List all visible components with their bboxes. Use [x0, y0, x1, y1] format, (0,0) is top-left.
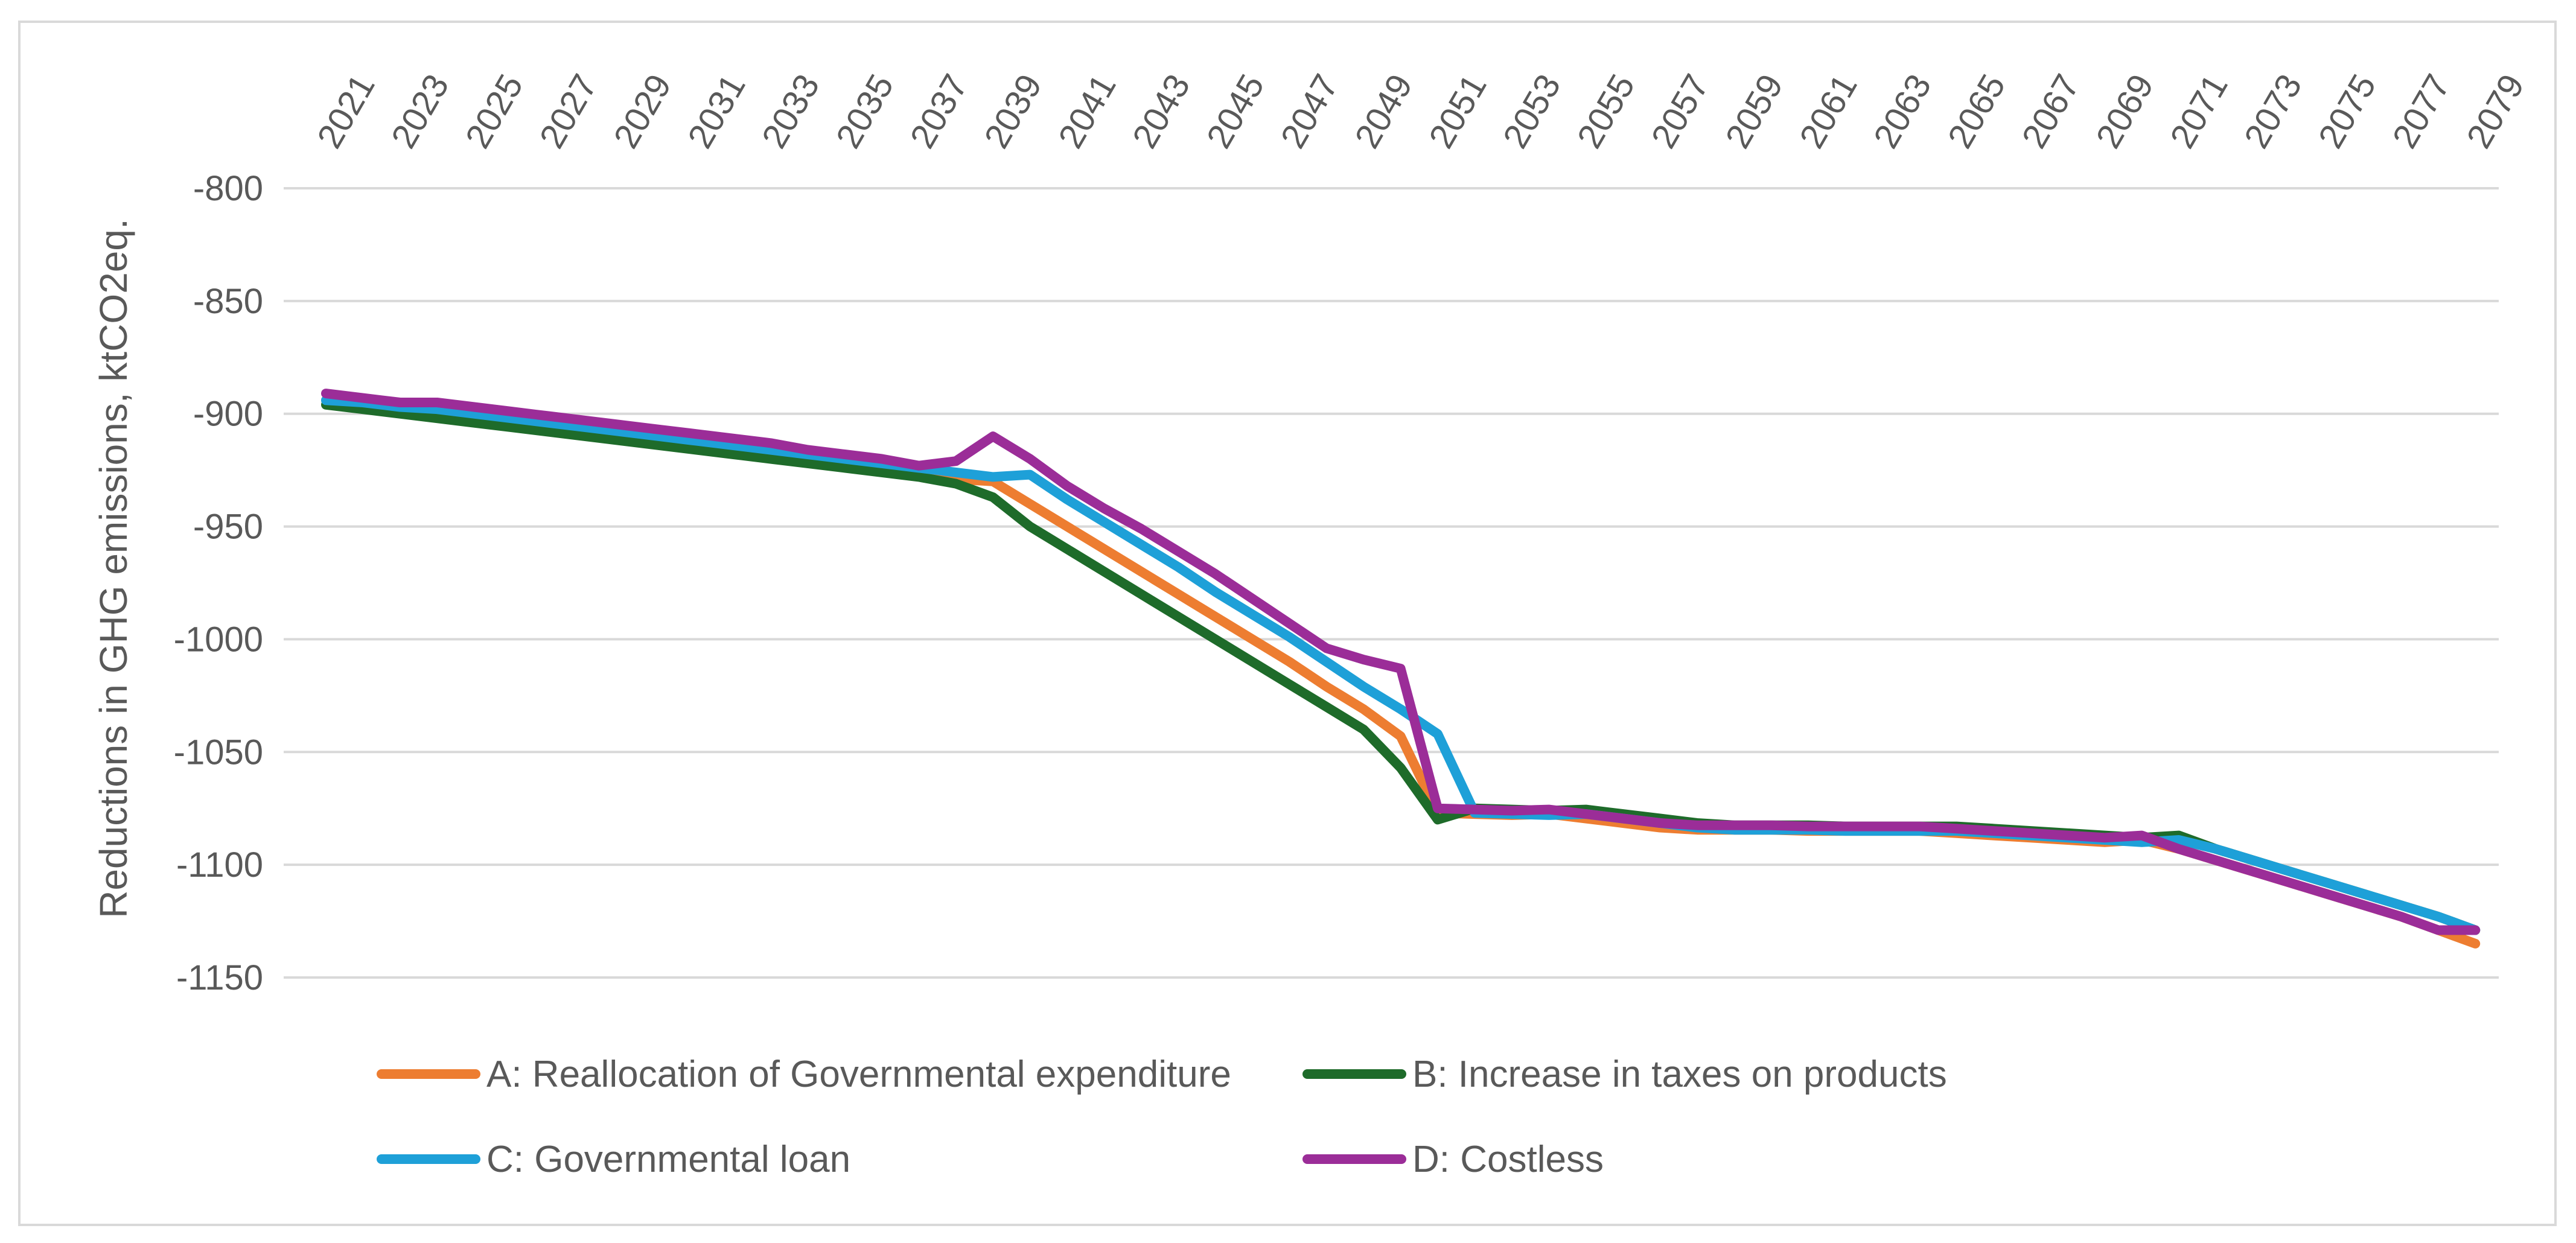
x-tick-label: 2051 [1421, 68, 1494, 154]
y-tick-label: -1150 [176, 958, 263, 997]
x-tick-label: 2053 [1496, 68, 1569, 154]
y-tick-label: -850 [193, 282, 263, 321]
x-tick-label: 2047 [1273, 68, 1346, 154]
x-tick-label: 2027 [532, 68, 605, 154]
legend-label-c: C: Governmental loan [486, 1139, 850, 1180]
legend-label-a: A: Reallocation of Governmental expendit… [486, 1054, 1231, 1095]
x-tick-label: 2029 [606, 68, 679, 154]
x-tick-label: 2059 [1718, 68, 1791, 154]
x-tick-label: 2063 [1866, 68, 1939, 154]
x-tick-label: 2035 [829, 68, 902, 154]
x-tick-label: 2021 [310, 68, 383, 154]
x-tick-label: 2049 [1347, 68, 1420, 154]
x-tick-label: 2071 [2163, 68, 2236, 154]
legend-label-d: D: Costless [1412, 1139, 1604, 1180]
series-line [321, 389, 2481, 935]
x-tick-label: 2069 [2088, 68, 2161, 154]
x-tick-label: 2043 [1125, 68, 1198, 154]
y-tick-label: -1100 [176, 845, 263, 885]
x-tick-label: 2045 [1199, 68, 1272, 154]
legend: A: Reallocation of Governmental expendit… [377, 1054, 1947, 1180]
y-tick-label: -900 [193, 395, 263, 434]
x-tick-label: 2037 [902, 68, 975, 154]
x-tick-label: 2039 [977, 68, 1050, 154]
x-tick-label: 2073 [2237, 68, 2310, 154]
x-tick-label: 2079 [2459, 68, 2532, 154]
x-tick-label: 2075 [2311, 68, 2384, 154]
legend-label-b: B: Increase in taxes on products [1412, 1054, 1947, 1095]
x-tick-label: 2077 [2385, 68, 2458, 154]
x-tick-label: 2061 [1792, 68, 1865, 154]
series-lines [321, 389, 2481, 949]
x-tick-label: 2065 [1940, 68, 2013, 154]
y-tick-label: -800 [193, 169, 263, 208]
x-tick-label: 2057 [1643, 68, 1717, 154]
x-tick-label: 2031 [680, 68, 753, 154]
y-axis-title: Reductions in GHG emissions, ktCO2eq. [92, 218, 135, 918]
x-axis-tick-labels: 2021 2023 2025 2027 2029 2031 2033 2035 2037 2039… [310, 68, 2532, 154]
y-tick-label: -950 [193, 507, 263, 547]
grid-lines [284, 187, 2499, 979]
y-tick-label: -1000 [174, 620, 263, 659]
x-tick-label: 2041 [1051, 68, 1124, 154]
x-tick-label: 2067 [2014, 68, 2087, 154]
y-axis-tick-labels: -800 -850 -900 -950 -1000 -1050 -1100 -1150 [174, 169, 263, 997]
y-tick-label: -1050 [174, 733, 263, 772]
x-tick-label: 2023 [384, 68, 457, 154]
x-tick-label: 2033 [754, 68, 827, 154]
x-tick-label: 2055 [1570, 68, 1643, 154]
x-tick-label: 2025 [458, 68, 531, 154]
